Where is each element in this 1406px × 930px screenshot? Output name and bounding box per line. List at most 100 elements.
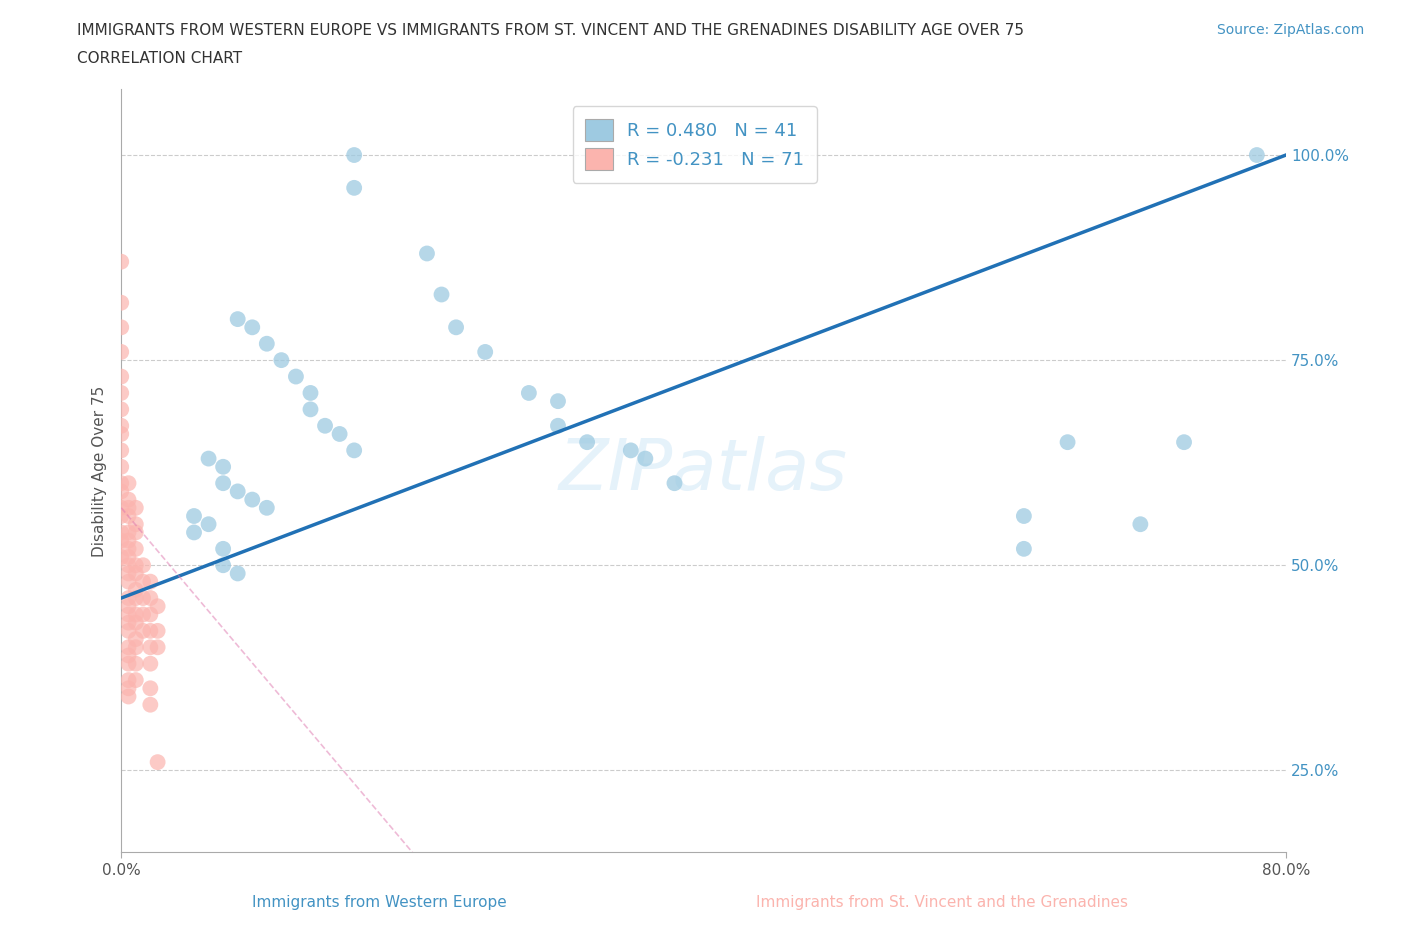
Point (197, 517, 219, 532)
Point (117, 623, 139, 638)
Point (1246, 148, 1268, 163)
Point (329, 427, 352, 442)
Point (110, 533, 132, 548)
Point (634, 451, 657, 466)
Point (117, 607, 139, 622)
Point (212, 459, 235, 474)
Text: IMMIGRANTS FROM WESTERN EUROPE VS IMMIGRANTS FROM ST. VINCENT AND THE GRENADINES: IMMIGRANTS FROM WESTERN EUROPE VS IMMIGR… (77, 23, 1025, 38)
Point (110, 427, 132, 442)
Point (117, 657, 139, 671)
Text: Immigrants from Western Europe: Immigrants from Western Europe (252, 895, 508, 910)
Point (110, 443, 132, 458)
Point (125, 657, 148, 671)
Point (343, 180, 366, 195)
Point (117, 566, 139, 581)
Point (110, 254, 132, 269)
Point (125, 541, 148, 556)
Point (256, 500, 278, 515)
Point (284, 369, 307, 384)
Point (117, 509, 139, 524)
Point (547, 393, 569, 408)
Point (146, 623, 169, 638)
Point (139, 607, 162, 622)
Point (146, 599, 169, 614)
Point (183, 509, 205, 524)
Point (110, 525, 132, 539)
Point (474, 344, 496, 359)
Point (117, 550, 139, 565)
Point (226, 312, 249, 326)
Point (139, 698, 162, 712)
Point (110, 500, 132, 515)
Point (117, 476, 139, 491)
Point (125, 582, 148, 597)
Point (117, 672, 139, 687)
Point (117, 640, 139, 655)
Point (343, 443, 366, 458)
Point (1056, 434, 1078, 449)
Text: Immigrants from St. Vincent and the Grenadines: Immigrants from St. Vincent and the Gren… (756, 895, 1128, 910)
Point (299, 386, 322, 401)
Point (125, 517, 148, 532)
Point (125, 672, 148, 687)
Point (444, 320, 467, 335)
Point (183, 525, 205, 539)
Point (139, 657, 162, 671)
Point (270, 352, 292, 367)
Point (117, 574, 139, 589)
Point (139, 681, 162, 696)
Point (132, 623, 155, 638)
Point (125, 558, 148, 573)
Point (125, 616, 148, 631)
Point (117, 558, 139, 573)
Point (125, 525, 148, 539)
Point (125, 591, 148, 605)
Point (139, 591, 162, 605)
Point (240, 320, 263, 335)
Point (146, 755, 169, 770)
Point (125, 631, 148, 646)
Point (117, 541, 139, 556)
Point (1012, 509, 1035, 524)
Point (125, 640, 148, 655)
Point (110, 402, 132, 417)
Point (117, 681, 139, 696)
Point (117, 500, 139, 515)
Point (132, 607, 155, 622)
Point (117, 689, 139, 704)
Point (117, 616, 139, 631)
Point (117, 533, 139, 548)
Point (314, 418, 336, 433)
Point (110, 344, 132, 359)
Point (146, 640, 169, 655)
Point (132, 591, 155, 605)
Text: ZIPatlas: ZIPatlas (560, 436, 848, 505)
Point (139, 623, 162, 638)
Point (1012, 541, 1035, 556)
Point (240, 492, 263, 507)
Point (226, 484, 249, 498)
Point (117, 648, 139, 663)
Point (212, 541, 235, 556)
Point (299, 402, 322, 417)
Point (197, 451, 219, 466)
Point (212, 558, 235, 573)
Legend: R = 0.480   N = 41, R = -0.231   N = 71: R = 0.480 N = 41, R = -0.231 N = 71 (572, 106, 817, 182)
Point (139, 640, 162, 655)
Point (132, 574, 155, 589)
Point (517, 386, 540, 401)
Text: CORRELATION CHART: CORRELATION CHART (77, 51, 242, 66)
Point (117, 591, 139, 605)
Point (117, 525, 139, 539)
Point (110, 295, 132, 310)
Point (576, 434, 599, 449)
Point (139, 574, 162, 589)
Point (226, 566, 249, 581)
Point (664, 476, 686, 491)
Y-axis label: Disability Age Over 75: Disability Age Over 75 (93, 385, 107, 556)
Point (132, 558, 155, 573)
Point (110, 509, 132, 524)
Point (212, 476, 235, 491)
Point (125, 500, 148, 515)
Point (117, 599, 139, 614)
